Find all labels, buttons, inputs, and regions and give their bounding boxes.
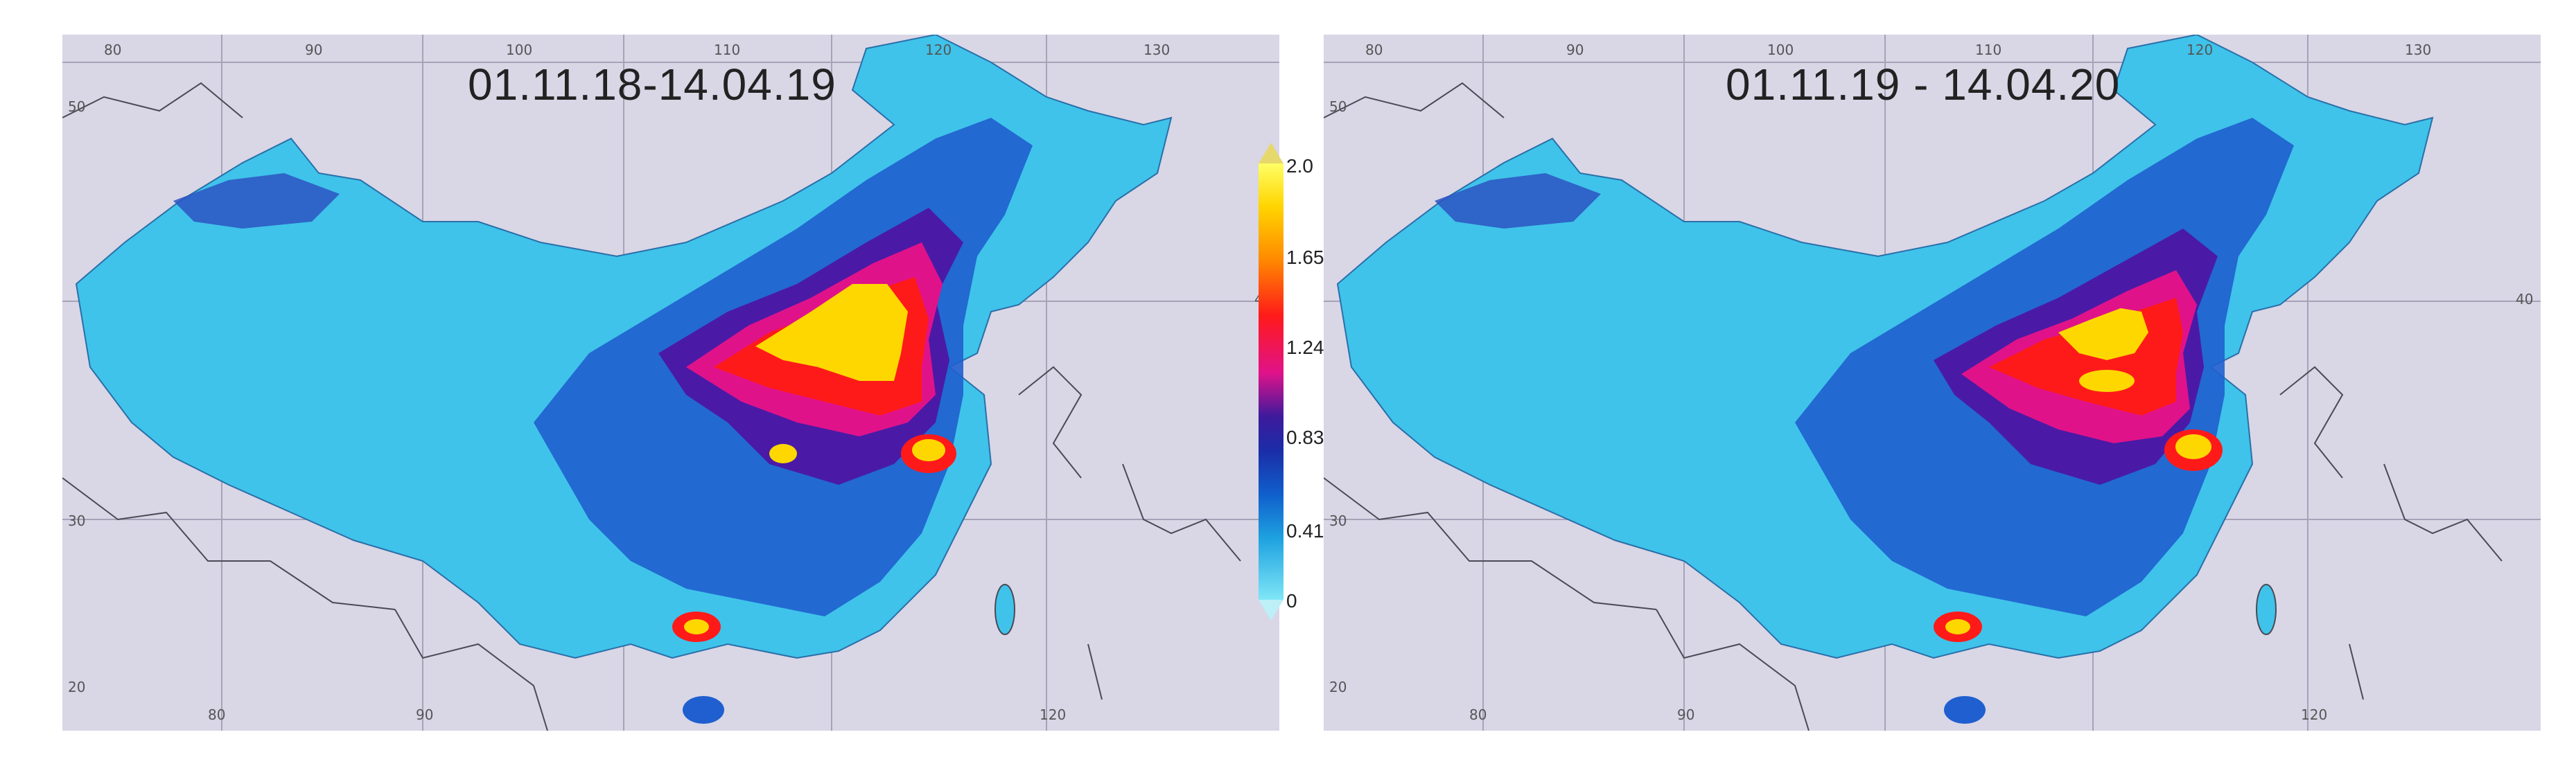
region-moderate-north-west <box>173 173 340 229</box>
island-hainan <box>1944 696 1986 724</box>
lon-tick: 90 <box>1566 42 1584 58</box>
country-borders <box>62 82 1241 731</box>
colorbar-label: 0.41 <box>1286 520 1324 542</box>
colorbar-label: 0.83 <box>1286 427 1324 448</box>
island-taiwan <box>995 584 1015 635</box>
lat-tick: 30 <box>1329 513 1347 529</box>
concentration-map <box>62 35 1279 731</box>
colorbar-label: 2.0 <box>1286 155 1313 177</box>
hotspot-south-core <box>684 619 709 634</box>
hotspot-east-core <box>2175 434 2211 459</box>
lon-tick: 90 <box>1677 706 1695 723</box>
lat-tick: 40 <box>2516 291 2534 308</box>
lon-tick: 80 <box>1469 706 1487 723</box>
colorbar-label: 1.24 <box>1286 337 1324 358</box>
colorbar-min-arrow <box>1259 600 1283 621</box>
map-panel-2018-2019: 01.11.18-14.04.19 80 90 100 110 120 130 … <box>62 35 1279 731</box>
lat-tick: 50 <box>68 98 86 115</box>
concentration-map <box>1324 35 2541 731</box>
lat-tick: 30 <box>68 513 86 529</box>
lat-tick: 20 <box>1329 679 1347 695</box>
lon-tick: 120 <box>2301 706 2328 723</box>
period-title: 01.11.19 - 14.04.20 <box>1726 60 2121 109</box>
island-hainan <box>683 696 724 724</box>
lon-tick: 90 <box>416 706 434 723</box>
lat-tick: 20 <box>68 679 86 695</box>
hotspot-center <box>2079 370 2135 392</box>
lon-tick: 90 <box>305 42 323 58</box>
lon-tick: 80 <box>1365 42 1383 58</box>
island-taiwan <box>2256 584 2277 635</box>
hotspot-south-core <box>1945 619 1970 634</box>
hotspot-east-core <box>912 439 945 461</box>
lon-tick: 130 <box>2405 42 2432 58</box>
lon-tick: 80 <box>208 706 226 723</box>
lon-tick: 120 <box>925 42 952 58</box>
hotspot-center <box>769 444 797 463</box>
lon-tick: 120 <box>1040 706 1067 723</box>
lon-tick: 100 <box>1767 42 1794 58</box>
lon-tick: 110 <box>1975 42 2002 58</box>
colorbar-label: 0 <box>1286 590 1297 612</box>
lat-tick: 50 <box>1329 98 1347 115</box>
colorbar: 2.0 1.65 1.24 0.83 0.41 0 <box>1253 143 1324 621</box>
map-panel-2019-2020: 01.11.19 - 14.04.20 80 90 100 110 120 13… <box>1324 35 2541 731</box>
lon-tick: 80 <box>104 42 122 58</box>
colorbar-max-arrow <box>1259 143 1283 163</box>
lon-tick: 110 <box>714 42 741 58</box>
lon-tick: 130 <box>1144 42 1171 58</box>
colorbar-label: 1.65 <box>1286 247 1324 268</box>
period-title: 01.11.18-14.04.19 <box>468 60 836 109</box>
lon-tick: 100 <box>506 42 533 58</box>
country-borders <box>1324 82 2503 731</box>
region-max <box>2058 308 2148 360</box>
lon-tick: 120 <box>2187 42 2214 58</box>
region-max <box>755 284 908 381</box>
colorbar-gradient <box>1259 163 1283 600</box>
region-moderate-north-west <box>1435 173 1601 229</box>
